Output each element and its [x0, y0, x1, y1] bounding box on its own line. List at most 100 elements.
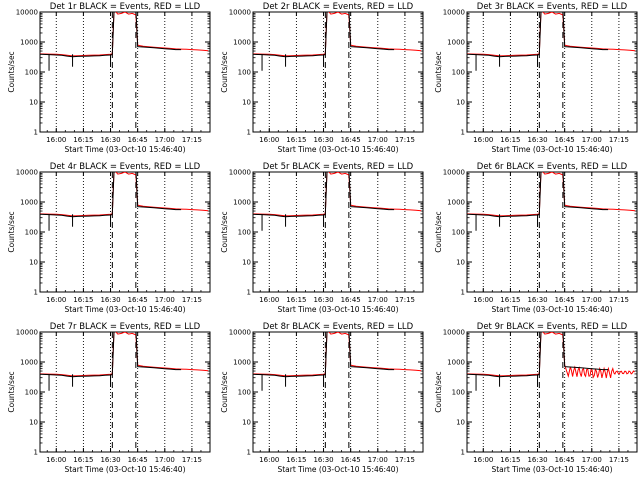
x-tick-label: 16:00: [473, 296, 493, 304]
y-axis-label: Counts/sec: [7, 211, 16, 252]
y-tick-label: 10: [29, 419, 38, 427]
x-tick-label: 16:45: [341, 136, 361, 144]
y-tick-label: 1: [247, 449, 251, 457]
y-tick-label: 1000: [233, 199, 251, 207]
chart-title: Det 6r BLACK = Events, RED = LLD: [477, 162, 628, 172]
plot-area: [467, 332, 635, 391]
y-tick-label: 1: [461, 289, 465, 297]
y-tick-label: 1000: [447, 39, 465, 47]
x-tick-label: 16:15: [286, 296, 306, 304]
series-events-line: [40, 12, 182, 58]
plot-frame: [466, 331, 638, 453]
plot-frame: [39, 331, 211, 453]
y-tick-label: 100: [452, 229, 465, 237]
y-tick-label: 10000: [16, 9, 38, 17]
x-tick-label: 16:30: [313, 296, 333, 304]
plot-frame: [466, 11, 638, 133]
x-tick-label: 16:00: [46, 456, 66, 464]
plot-frame: [252, 331, 424, 453]
x-tick-label: 17:15: [182, 136, 202, 144]
y-tick-label: 1000: [20, 199, 38, 207]
x-tick-label: 17:15: [395, 296, 415, 304]
plot-frame: [252, 171, 424, 293]
series-lld-line: [40, 332, 209, 377]
x-tick-label: 17:00: [368, 136, 388, 144]
y-tick-label: 1: [34, 289, 38, 297]
x-tick-label: 17:15: [182, 456, 202, 464]
x-tick-label: 16:15: [73, 136, 93, 144]
y-axis-label: Counts/sec: [7, 51, 16, 92]
x-tick-label: 17:15: [609, 136, 629, 144]
x-tick-label: 16:45: [555, 136, 575, 144]
x-axis-label: Start Time (03-Oct-10 15:46:40): [64, 145, 185, 154]
chart-panel-1: Det 1r BLACK = Events, RED = LLD 1 10 100 10…: [7, 2, 211, 154]
x-axis-label: Start Time (03-Oct-10 15:46:40): [64, 305, 185, 314]
chart-title: Det 9r BLACK = Events, RED = LLD: [477, 322, 628, 332]
x-tick-label: 17:00: [368, 456, 388, 464]
plot-frame: [466, 171, 638, 293]
chart-panel-5: Det 5r BLACK = Events, RED = LLD 1 10 100 10…: [220, 162, 424, 314]
y-tick-label: 1: [461, 449, 465, 457]
x-axis-label: Start Time (03-Oct-10 15:46:40): [491, 465, 612, 474]
y-tick-label: 1000: [233, 359, 251, 367]
y-tick-label: 1: [461, 129, 465, 137]
series-lld-line: [467, 172, 636, 217]
chart-panel-6: Det 6r BLACK = Events, RED = LLD 1 10 100 10…: [434, 162, 638, 314]
x-tick-label: 17:00: [582, 456, 602, 464]
y-tick-label: 10000: [229, 329, 251, 337]
x-tick-label: 16:30: [100, 296, 120, 304]
y-tick-label: 1: [34, 449, 38, 457]
y-axis-label: Counts/sec: [434, 51, 443, 92]
x-tick-label: 16:15: [73, 296, 93, 304]
x-tick-label: 16:45: [128, 456, 148, 464]
chart-title: Det 3r BLACK = Events, RED = LLD: [477, 2, 628, 12]
y-axis-label: Counts/sec: [220, 211, 229, 252]
plot-area: [253, 172, 422, 231]
series-events-line: [40, 172, 182, 218]
x-tick-label: 16:45: [341, 296, 361, 304]
x-axis-label: Start Time (03-Oct-10 15:46:40): [491, 145, 612, 154]
y-tick-label: 1: [247, 129, 251, 137]
x-tick-label: 17:00: [155, 296, 175, 304]
x-axis-label: Start Time (03-Oct-10 15:46:40): [277, 305, 398, 314]
x-axis-label: Start Time (03-Oct-10 15:46:40): [491, 305, 612, 314]
x-tick-label: 16:30: [527, 456, 547, 464]
y-tick-label: 10: [456, 99, 465, 107]
y-tick-label: 10: [242, 419, 251, 427]
y-tick-label: 100: [238, 389, 251, 397]
y-tick-label: 10: [242, 99, 251, 107]
chart-panel-2: Det 2r BLACK = Events, RED = LLD 1 10 100 10…: [220, 2, 424, 154]
series-lld-line: [253, 172, 422, 217]
y-tick-label: 1000: [20, 39, 38, 47]
y-tick-label: 100: [238, 229, 251, 237]
x-tick-label: 16:30: [100, 136, 120, 144]
plot-area: [467, 172, 636, 231]
plot-area: [467, 12, 636, 71]
series-lld-line: [253, 12, 422, 57]
series-events-line: [467, 332, 609, 378]
chart-panel-3: Det 3r BLACK = Events, RED = LLD 1 10 100 10…: [434, 2, 638, 154]
y-tick-label: 10: [29, 99, 38, 107]
x-tick-label: 16:30: [313, 456, 333, 464]
x-tick-label: 16:15: [500, 456, 520, 464]
plot-frame: [252, 11, 424, 133]
x-tick-label: 16:00: [259, 296, 279, 304]
y-tick-label: 10000: [229, 9, 251, 17]
chart-title: Det 2r BLACK = Events, RED = LLD: [263, 2, 414, 12]
series-events-line: [467, 12, 609, 58]
x-tick-label: 17:15: [395, 136, 415, 144]
x-tick-label: 16:00: [473, 136, 493, 144]
y-tick-label: 1: [247, 289, 251, 297]
x-tick-label: 16:45: [555, 296, 575, 304]
plot-frame: [39, 11, 211, 133]
y-tick-label: 100: [25, 229, 38, 237]
y-tick-label: 10000: [16, 169, 38, 177]
x-tick-label: 16:00: [259, 456, 279, 464]
chart-title: Det 8r BLACK = Events, RED = LLD: [263, 322, 414, 332]
plot-area: [40, 12, 209, 71]
series-events-line: [467, 172, 609, 218]
y-tick-label: 10: [456, 259, 465, 267]
y-tick-label: 10000: [443, 9, 465, 17]
plot-frame: [39, 171, 211, 293]
chart-title: Det 7r BLACK = Events, RED = LLD: [50, 322, 201, 332]
